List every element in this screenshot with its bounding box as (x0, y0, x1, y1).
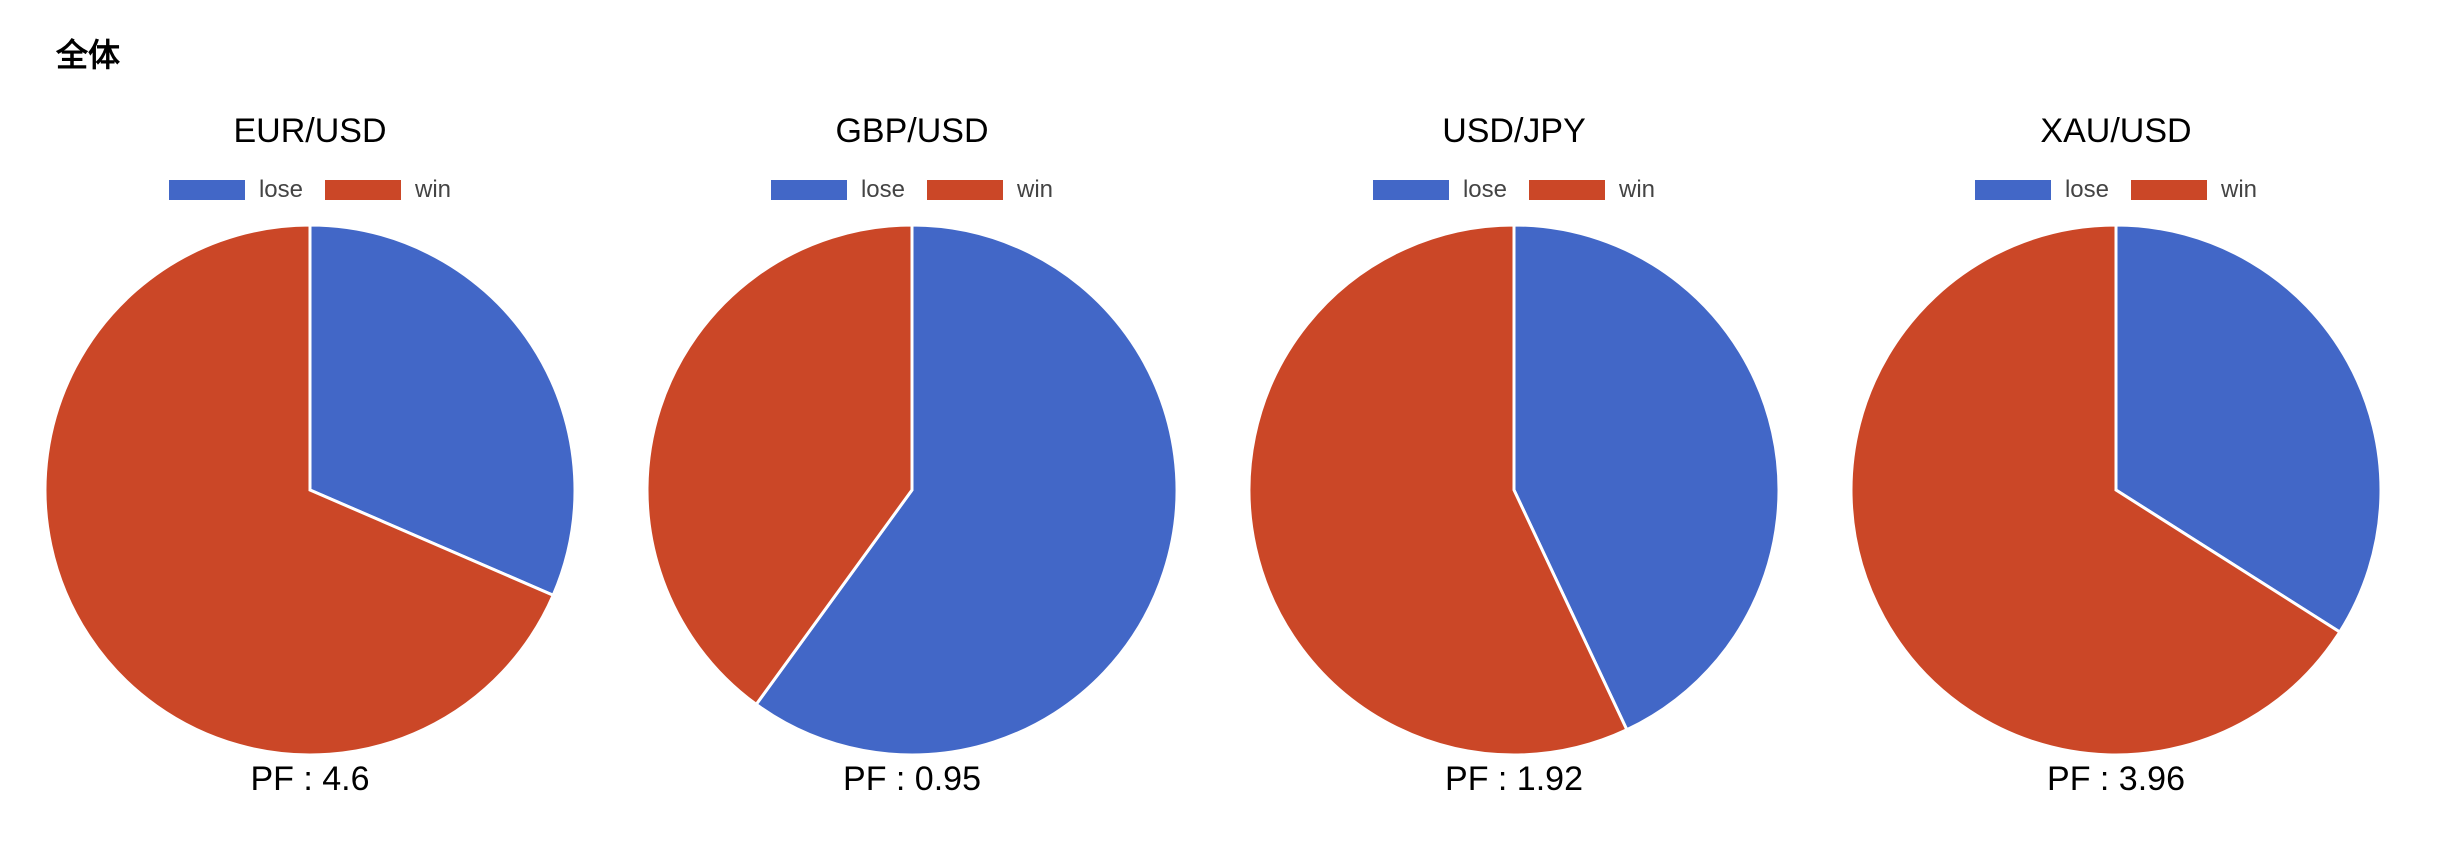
legend-label-lose: lose (860, 176, 905, 203)
legend-label-win: win (2221, 176, 2258, 203)
pie-slice-win[interactable] (1247, 223, 1629, 757)
legend-swatch-lose (168, 180, 245, 200)
pie-chart-gbpusd: GBP/USD lose win PF : 0.95 (632, 100, 1192, 820)
legend-label-lose: lose (2064, 176, 2109, 203)
pie-svg (1247, 223, 1781, 757)
legend-item-win[interactable]: win (2131, 176, 2257, 204)
legend-item-lose[interactable]: lose (1372, 176, 1507, 204)
pie-chart-eurusd: EUR/USD lose win PF : 4.6 (30, 100, 590, 820)
legend-item-win[interactable]: win (1529, 176, 1655, 204)
chart-legend: lose win (30, 176, 590, 204)
pie-slice-win[interactable] (43, 223, 556, 757)
pie-slice-lose[interactable] (2114, 223, 2383, 635)
legend-swatch-win (2131, 180, 2207, 200)
pie-slice-lose[interactable] (1512, 223, 1781, 732)
profit-factor-label: PF : 4.6 (250, 760, 370, 798)
legend-swatch-win (1529, 180, 1605, 200)
pie-svg (1849, 223, 2383, 757)
legend-swatch-lose (770, 180, 847, 200)
profit-factor-label: PF : 1.92 (1445, 760, 1583, 798)
chart-title: XAU/USD (2040, 112, 2192, 150)
legend-label-lose: lose (258, 176, 303, 203)
chart-title: GBP/USD (835, 112, 989, 150)
profit-factor-label: PF : 0.95 (843, 760, 981, 798)
legend-item-lose[interactable]: lose (168, 176, 303, 204)
legend-label-lose: lose (1462, 176, 1507, 203)
legend-swatch-lose (1372, 180, 1449, 200)
legend-label-win: win (1017, 176, 1054, 203)
pie-slice-lose[interactable] (308, 223, 577, 598)
legend-item-lose[interactable]: lose (1974, 176, 2109, 204)
legend-item-lose[interactable]: lose (770, 176, 905, 204)
legend-item-win[interactable]: win (927, 176, 1053, 204)
chart-legend: lose win (1836, 176, 2396, 204)
pie-slice-win[interactable] (645, 223, 914, 707)
pie-slice-lose[interactable] (754, 223, 1179, 757)
legend-swatch-win (927, 180, 1003, 200)
chart-title: USD/JPY (1442, 112, 1586, 150)
legend-swatch-win (325, 180, 401, 200)
pie-svg (645, 223, 1179, 757)
pie-slice-win[interactable] (1849, 223, 2342, 757)
pie-chart-xauusd: XAU/USD lose win PF : 3.96 (1836, 100, 2396, 820)
section-title: 全体 (56, 36, 121, 74)
profit-factor-label: PF : 3.96 (2047, 760, 2185, 798)
legend-swatch-lose (1974, 180, 2051, 200)
chart-legend: lose win (632, 176, 1192, 204)
legend-item-win[interactable]: win (325, 176, 451, 204)
legend-label-win: win (1619, 176, 1656, 203)
chart-title: EUR/USD (233, 112, 387, 150)
chart-legend: lose win (1234, 176, 1794, 204)
pie-chart-usdjpy: USD/JPY lose win PF : 1.92 (1234, 100, 1794, 820)
legend-label-win: win (415, 176, 452, 203)
pie-svg (43, 223, 577, 757)
